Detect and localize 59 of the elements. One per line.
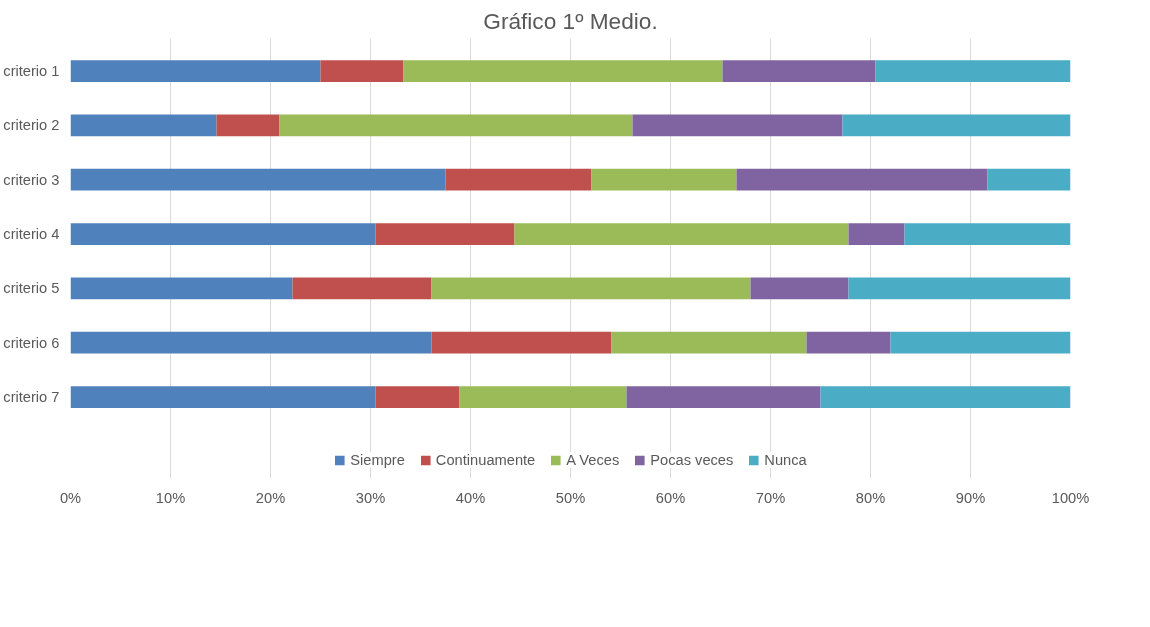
y-tick-label: criterio 7: [3, 389, 60, 406]
bar: [70, 168, 446, 191]
bar: [320, 60, 404, 82]
bar: [848, 277, 1071, 300]
bar: [70, 60, 321, 82]
y-tick-label: criterio 5: [3, 280, 60, 297]
bar: [70, 331, 432, 354]
bar: [292, 277, 432, 300]
y-tick-label: criterio 3: [3, 171, 60, 188]
bar: [750, 277, 849, 300]
x-tick-label: 50%: [555, 489, 586, 506]
bar: [875, 60, 1071, 82]
legend-label: A Veces: [566, 452, 620, 468]
bar: [403, 60, 723, 82]
bar: [890, 331, 1071, 354]
bar: [626, 386, 821, 408]
x-tick-label: 20%: [255, 489, 286, 506]
bar: [70, 223, 376, 245]
bar: [842, 114, 1071, 137]
legend-label: Continuamente: [435, 452, 536, 468]
x-tick-label: 0%: [59, 489, 82, 506]
bar: [848, 223, 905, 245]
bar: [611, 331, 807, 354]
x-tick-label: 60%: [655, 489, 686, 506]
bar: [591, 168, 737, 191]
chart-title: Gráfico 1º Medio.: [483, 7, 658, 34]
bar: [70, 386, 376, 408]
bar: [375, 223, 515, 245]
bar: [820, 386, 1071, 408]
bar: [904, 223, 1071, 245]
bar: [722, 60, 876, 82]
bar: [459, 386, 627, 408]
bar: [216, 114, 280, 137]
legend-label: Siempre: [350, 452, 405, 468]
legend-label: Nunca: [764, 452, 807, 468]
y-tick-label: criterio 1: [3, 63, 60, 80]
x-tick-label: 100%: [1051, 489, 1090, 506]
bar: [70, 277, 293, 300]
bar: [514, 223, 849, 245]
x-tick-label: 90%: [955, 489, 986, 506]
bar: [632, 114, 843, 137]
x-tick-label: 30%: [355, 489, 386, 506]
bar: [431, 331, 612, 354]
x-tick-label: 80%: [855, 489, 886, 506]
y-tick-label: criterio 4: [3, 226, 60, 243]
y-tick-label: criterio 2: [3, 117, 60, 134]
bar: [70, 114, 217, 137]
bar: [375, 386, 460, 408]
bar: [736, 168, 988, 191]
bar: [279, 114, 633, 137]
bar: [431, 277, 751, 300]
bar: [445, 168, 592, 191]
bar: [806, 331, 891, 354]
bar: [987, 168, 1071, 191]
legend-label: Pocas veces: [650, 452, 734, 468]
x-tick-label: 40%: [455, 489, 486, 506]
y-tick-label: criterio 6: [3, 334, 60, 351]
x-tick-label: 10%: [155, 489, 186, 506]
x-tick-label: 70%: [755, 489, 786, 506]
